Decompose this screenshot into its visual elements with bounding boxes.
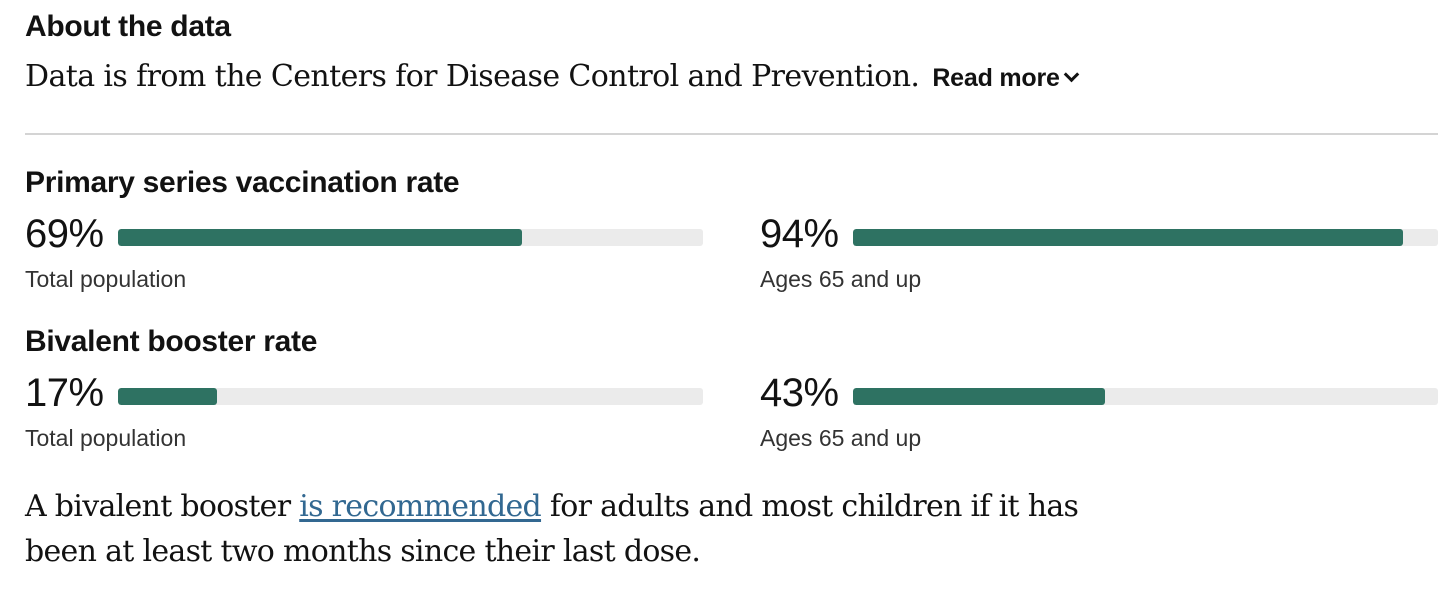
percent-label: 69% <box>25 212 104 256</box>
about-heading: About the data <box>25 10 231 43</box>
bar-track <box>118 388 703 405</box>
divider <box>25 133 1438 135</box>
group-label: Total population <box>25 266 187 292</box>
percent-label: 17% <box>25 371 104 415</box>
primary-65up-stat: 94% Ages 65 and up <box>760 211 1438 292</box>
percent-label: 94% <box>760 212 839 256</box>
bar-track <box>118 229 703 246</box>
bar-fill <box>118 388 218 405</box>
group-label: Ages 65 and up <box>760 266 922 292</box>
primary-series-title: Primary series vaccination rate <box>25 166 460 199</box>
group-label: Total population <box>25 425 187 451</box>
bar-fill <box>853 388 1105 405</box>
bar-fill <box>853 229 1403 246</box>
read-more-button[interactable]: Read more <box>932 64 1080 92</box>
read-more-label: Read more <box>932 64 1060 92</box>
bar-track <box>853 229 1438 246</box>
group-label: Ages 65 and up <box>760 425 922 451</box>
note-text-after: for adults and most children if it has b… <box>25 489 1079 569</box>
primary-total-stat: 69% Total population <box>25 211 703 292</box>
about-text-line: Data is from the Centers for Disease Con… <box>25 57 1080 98</box>
chevron-down-icon <box>1063 66 1080 83</box>
bar-track <box>853 388 1438 405</box>
bivalent-booster-title: Bivalent booster rate <box>25 325 318 358</box>
data-source-text: Data is from the Centers for Disease Con… <box>25 59 920 94</box>
note-text-before: A bivalent booster <box>25 489 300 524</box>
booster-recommendation-note: A bivalent booster is recommended for ad… <box>25 484 1125 574</box>
bar-fill <box>118 229 522 246</box>
booster-total-stat: 17% Total population <box>25 370 703 451</box>
booster-65up-stat: 43% Ages 65 and up <box>760 370 1438 451</box>
percent-label: 43% <box>760 371 839 415</box>
recommended-link[interactable]: is recommended <box>299 489 542 524</box>
